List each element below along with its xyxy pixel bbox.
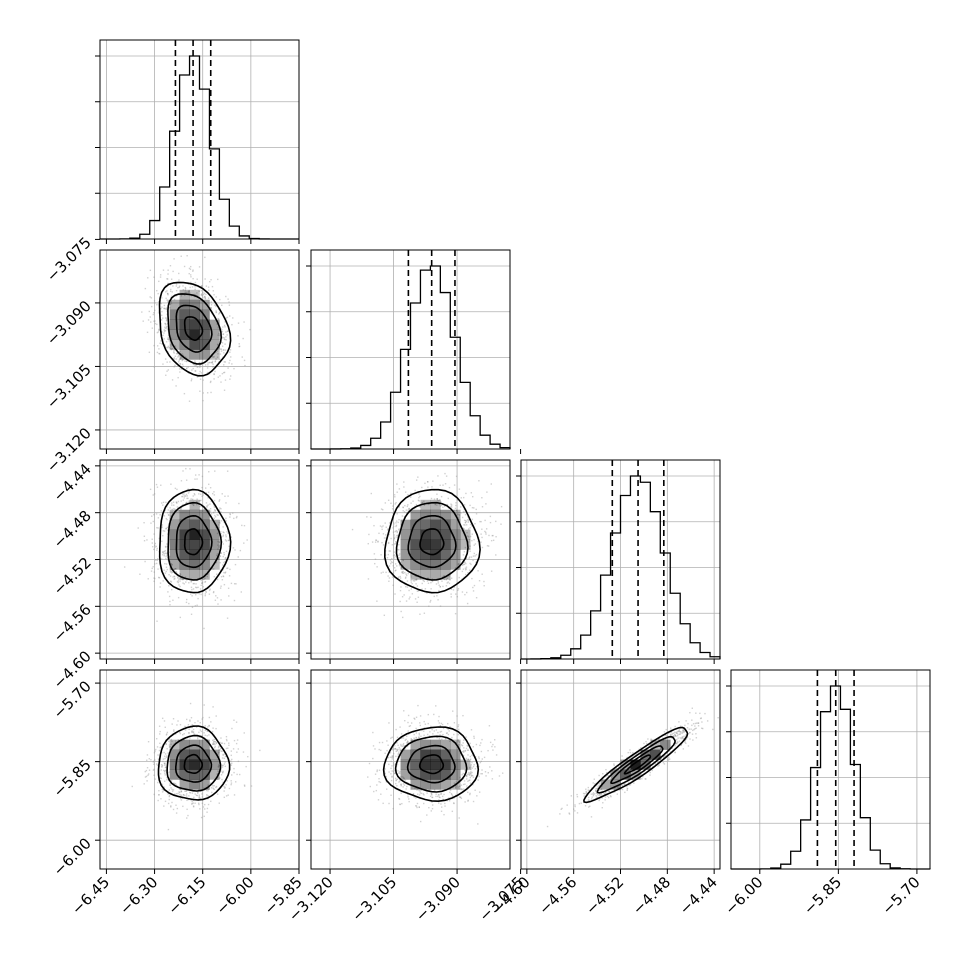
y-tick-label: −5.85 bbox=[50, 756, 95, 801]
density-bins bbox=[169, 739, 220, 790]
contour-line bbox=[596, 735, 676, 794]
panel-frame bbox=[99, 39, 300, 240]
contour-line bbox=[167, 293, 223, 365]
x-tick-label: −6.00 bbox=[721, 873, 766, 918]
density-bins bbox=[600, 739, 671, 790]
x-tick-label: −4.56 bbox=[535, 873, 580, 918]
panel-frame bbox=[310, 249, 511, 450]
contour-line bbox=[175, 744, 213, 783]
y-tick-label: −3.105 bbox=[43, 361, 95, 413]
contour-line bbox=[158, 281, 232, 377]
contour-line bbox=[383, 488, 481, 594]
contour-line bbox=[623, 754, 652, 775]
scatter-panel-4-3: −4.60 −4.56 −4.52 −4.48 −4.44 bbox=[488, 669, 721, 918]
x-tick-label: −3.105 bbox=[348, 873, 400, 925]
x-tick-label: −3.090 bbox=[412, 873, 464, 925]
histogram-step-line bbox=[520, 475, 721, 660]
scatter-panel-3-2 bbox=[306, 459, 522, 664]
x-tick-label: −5.70 bbox=[879, 873, 924, 918]
contour-line bbox=[407, 515, 457, 569]
histogram-panel-4: −6.00 −5.85 −5.70 bbox=[721, 669, 931, 918]
y-tick-label: −4.52 bbox=[50, 554, 95, 599]
x-tick-label: −5.85 bbox=[800, 873, 845, 918]
contour-line bbox=[418, 754, 445, 775]
contour-line bbox=[406, 744, 456, 784]
panel-frame bbox=[99, 249, 300, 450]
contour-line bbox=[183, 753, 203, 775]
scatter-panel-2-1: −3.075−3.090−3.105−3.120 bbox=[43, 234, 300, 476]
histogram-panel-1 bbox=[95, 39, 300, 244]
scatter-panel-4-2: −3.120 −3.105 −3.090 −3.075 bbox=[285, 669, 527, 925]
x-tick-label: −6.00 bbox=[212, 873, 257, 918]
contour-line bbox=[157, 725, 231, 801]
contour-line bbox=[158, 488, 232, 594]
y-tick-label: −4.48 bbox=[50, 507, 95, 552]
x-tick-label: −6.15 bbox=[164, 873, 209, 918]
contour-line bbox=[394, 735, 468, 793]
panel-frame bbox=[730, 669, 931, 870]
contour-line bbox=[419, 528, 445, 556]
histogram-panel-3 bbox=[516, 459, 721, 664]
panel-frame bbox=[310, 669, 511, 870]
y-tick-label: −6.00 bbox=[50, 834, 95, 879]
contour-line bbox=[382, 726, 480, 803]
y-tick-label: −3.075 bbox=[43, 234, 95, 286]
y-tick-label: −3.090 bbox=[43, 297, 95, 349]
contour-line bbox=[175, 514, 213, 569]
histogram-panel-2 bbox=[306, 249, 522, 454]
contour-line bbox=[175, 304, 213, 353]
contour-line bbox=[183, 528, 204, 556]
x-tick-label: −4.52 bbox=[582, 873, 627, 918]
contour-line bbox=[583, 726, 689, 804]
contour-line bbox=[183, 316, 204, 341]
contour-line bbox=[395, 501, 469, 581]
x-tick-label: −4.48 bbox=[629, 873, 674, 918]
scatter-panel-4-1: −6.45 −6.30 −6.15 −6.00 −5.85−5.70−5.85−6.00 bbox=[50, 669, 306, 918]
panel-frame bbox=[99, 669, 300, 870]
y-tick-label: −4.56 bbox=[50, 600, 95, 645]
scatter-panel-3-1: −4.44−4.48−4.52−4.56−4.60 bbox=[50, 459, 300, 692]
sample-points bbox=[123, 467, 248, 630]
contour-line bbox=[167, 501, 223, 581]
x-tick-label: −4.44 bbox=[676, 873, 721, 918]
x-tick-label: −6.30 bbox=[116, 873, 161, 918]
contour-line bbox=[610, 745, 664, 785]
x-tick-label: −6.45 bbox=[68, 873, 113, 918]
contour-line bbox=[166, 734, 222, 792]
